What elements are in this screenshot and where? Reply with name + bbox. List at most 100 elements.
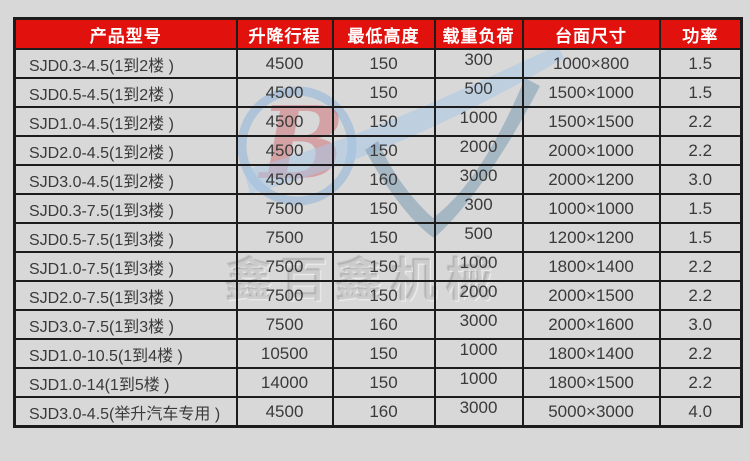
cell-lift-stroke: 7500 xyxy=(235,309,334,340)
table-row-3: SJD2.0-4.5(1到2楼 ) 4500 150 2000 2000×1000 2.2 xyxy=(13,135,743,166)
cell-text: 150 xyxy=(369,285,398,305)
cell-text: 4500 xyxy=(265,169,304,189)
cell-text: 1800×1500 xyxy=(548,372,634,392)
cell-text: 2000 xyxy=(459,136,498,156)
cell-text: SJD1.0-4.5(1到2楼 ) xyxy=(29,115,174,133)
cell-text: 7500 xyxy=(265,198,304,218)
cell-model: SJD3.0-4.5(举升汽车专用 ) xyxy=(13,396,238,428)
cell-text: 1000 xyxy=(459,107,498,127)
cell-text: SJD3.0-7.5(1到3楼 ) xyxy=(29,318,174,336)
cell-lift-stroke: 7500 xyxy=(235,280,334,311)
column-header-min-height: 最低高度 xyxy=(331,17,436,50)
cell-load-capacity: 500 xyxy=(433,222,524,253)
cell-text: 1500×1000 xyxy=(548,82,634,102)
cell-load-capacity: 3000 xyxy=(433,164,524,195)
cell-lift-stroke: 4500 xyxy=(235,396,334,428)
cell-model: SJD3.0-7.5(1到3楼 ) xyxy=(13,309,238,340)
cell-text: 2000 xyxy=(459,281,498,301)
cell-text: 7500 xyxy=(265,256,304,276)
cell-load-capacity: 3000 xyxy=(433,396,524,428)
cell-text: 3.0 xyxy=(688,169,713,189)
cell-min-height: 160 xyxy=(331,309,436,340)
cell-platform-size: 1200×1200 xyxy=(521,222,661,253)
cell-text: 7500 xyxy=(265,314,304,334)
cell-platform-size: 2000×1000 xyxy=(521,135,661,166)
cell-text: 4500 xyxy=(265,140,304,160)
cell-text: 1500×1500 xyxy=(548,111,634,131)
cell-load-capacity: 300 xyxy=(433,48,524,79)
column-header-power: 功率 xyxy=(658,17,743,50)
cell-text: 500 xyxy=(464,223,493,243)
cell-text: 1000 xyxy=(459,339,498,359)
cell-text: 4500 xyxy=(265,401,304,421)
cell-text: 3000 xyxy=(459,310,498,330)
cell-platform-size: 2000×1200 xyxy=(521,164,661,195)
cell-lift-stroke: 14000 xyxy=(235,367,334,398)
cell-model: SJD2.0-4.5(1到2楼 ) xyxy=(13,135,238,166)
cell-text: SJD0.5-7.5(1到3楼 ) xyxy=(29,231,174,249)
cell-text: 7500 xyxy=(265,285,304,305)
cell-text: 2000×1200 xyxy=(548,169,634,189)
cell-text: 4500 xyxy=(265,82,304,102)
cell-lift-stroke: 4500 xyxy=(235,48,334,79)
cell-load-capacity: 2000 xyxy=(433,280,524,311)
cell-lift-stroke: 4500 xyxy=(235,106,334,137)
cell-lift-stroke: 4500 xyxy=(235,164,334,195)
cell-text: 14000 xyxy=(260,372,309,392)
cell-text: SJD3.0-4.5(举升汽车专用 ) xyxy=(29,405,221,423)
cell-lift-stroke: 7500 xyxy=(235,222,334,253)
table-row-12: SJD3.0-4.5(举升汽车专用 ) 4500 160 3000 5000×3000 4… xyxy=(13,396,743,428)
cell-text: 150 xyxy=(369,343,398,363)
cell-text: 2000×1500 xyxy=(548,285,634,305)
cell-load-capacity: 300 xyxy=(433,193,524,224)
cell-model: SJD2.0-7.5(1到3楼 ) xyxy=(13,280,238,311)
cell-power: 2.2 xyxy=(658,135,743,166)
cell-text: 1200×1200 xyxy=(548,227,634,247)
table-row-8: SJD2.0-7.5(1到3楼 ) 7500 150 2000 2000×1500 2.2 xyxy=(13,280,743,311)
cell-model: SJD0.3-4.5(1到2楼 ) xyxy=(13,48,238,79)
cell-min-height: 150 xyxy=(331,48,436,79)
cell-model: SJD1.0-4.5(1到2楼 ) xyxy=(13,106,238,137)
cell-load-capacity: 3000 xyxy=(433,309,524,340)
cell-platform-size: 1000×1000 xyxy=(521,193,661,224)
cell-min-height: 150 xyxy=(331,106,436,137)
cell-power: 3.0 xyxy=(658,164,743,195)
cell-text: 2.2 xyxy=(688,285,713,305)
column-header-load-capacity: 载重负荷 xyxy=(433,17,524,50)
cell-lift-stroke: 4500 xyxy=(235,135,334,166)
cell-platform-size: 5000×3000 xyxy=(521,396,661,428)
table-row-7: SJD1.0-7.5(1到3楼 ) 7500 150 1000 1800×1400 2.2 xyxy=(13,251,743,282)
cell-text: 2000×1000 xyxy=(548,140,634,160)
cell-text: SJD1.0-10.5(1到4楼 ) xyxy=(29,347,183,365)
cell-min-height: 160 xyxy=(331,164,436,195)
table-row-2: SJD1.0-4.5(1到2楼 ) 4500 150 1000 1500×1500 2.2 xyxy=(13,106,743,137)
cell-model: SJD1.0-10.5(1到4楼 ) xyxy=(13,338,238,369)
cell-min-height: 150 xyxy=(331,251,436,282)
cell-power: 1.5 xyxy=(658,222,743,253)
cell-lift-stroke: 10500 xyxy=(235,338,334,369)
cell-text: 7500 xyxy=(265,227,304,247)
cell-min-height: 150 xyxy=(331,280,436,311)
cell-text: 2.2 xyxy=(688,256,713,276)
cell-text: 150 xyxy=(369,256,398,276)
cell-text: 2.2 xyxy=(688,111,713,131)
cell-text: 1000×1000 xyxy=(548,198,634,218)
cell-text: 3000 xyxy=(459,397,498,417)
cell-load-capacity: 1000 xyxy=(433,367,524,398)
cell-platform-size: 1500×1500 xyxy=(521,106,661,137)
cell-text: 300 xyxy=(464,49,493,69)
cell-text: 1800×1400 xyxy=(548,256,634,276)
cell-text: 1800×1400 xyxy=(548,343,634,363)
cell-text: 2000×1600 xyxy=(548,314,634,334)
cell-text: 2.2 xyxy=(688,372,713,392)
cell-text: SJD0.3-7.5(1到3楼 ) xyxy=(29,202,174,220)
cell-text: 1.5 xyxy=(688,82,713,102)
cell-power: 1.5 xyxy=(658,48,743,79)
cell-load-capacity: 2000 xyxy=(433,135,524,166)
table-row-10: SJD1.0-10.5(1到4楼 ) 10500 150 1000 1800×1400 2… xyxy=(13,338,743,369)
cell-power: 2.2 xyxy=(658,251,743,282)
cell-text: SJD0.3-4.5(1到2楼 ) xyxy=(29,57,174,75)
cell-text: 1.5 xyxy=(688,227,713,247)
cell-power: 1.5 xyxy=(658,77,743,108)
cell-text: 160 xyxy=(369,314,398,334)
